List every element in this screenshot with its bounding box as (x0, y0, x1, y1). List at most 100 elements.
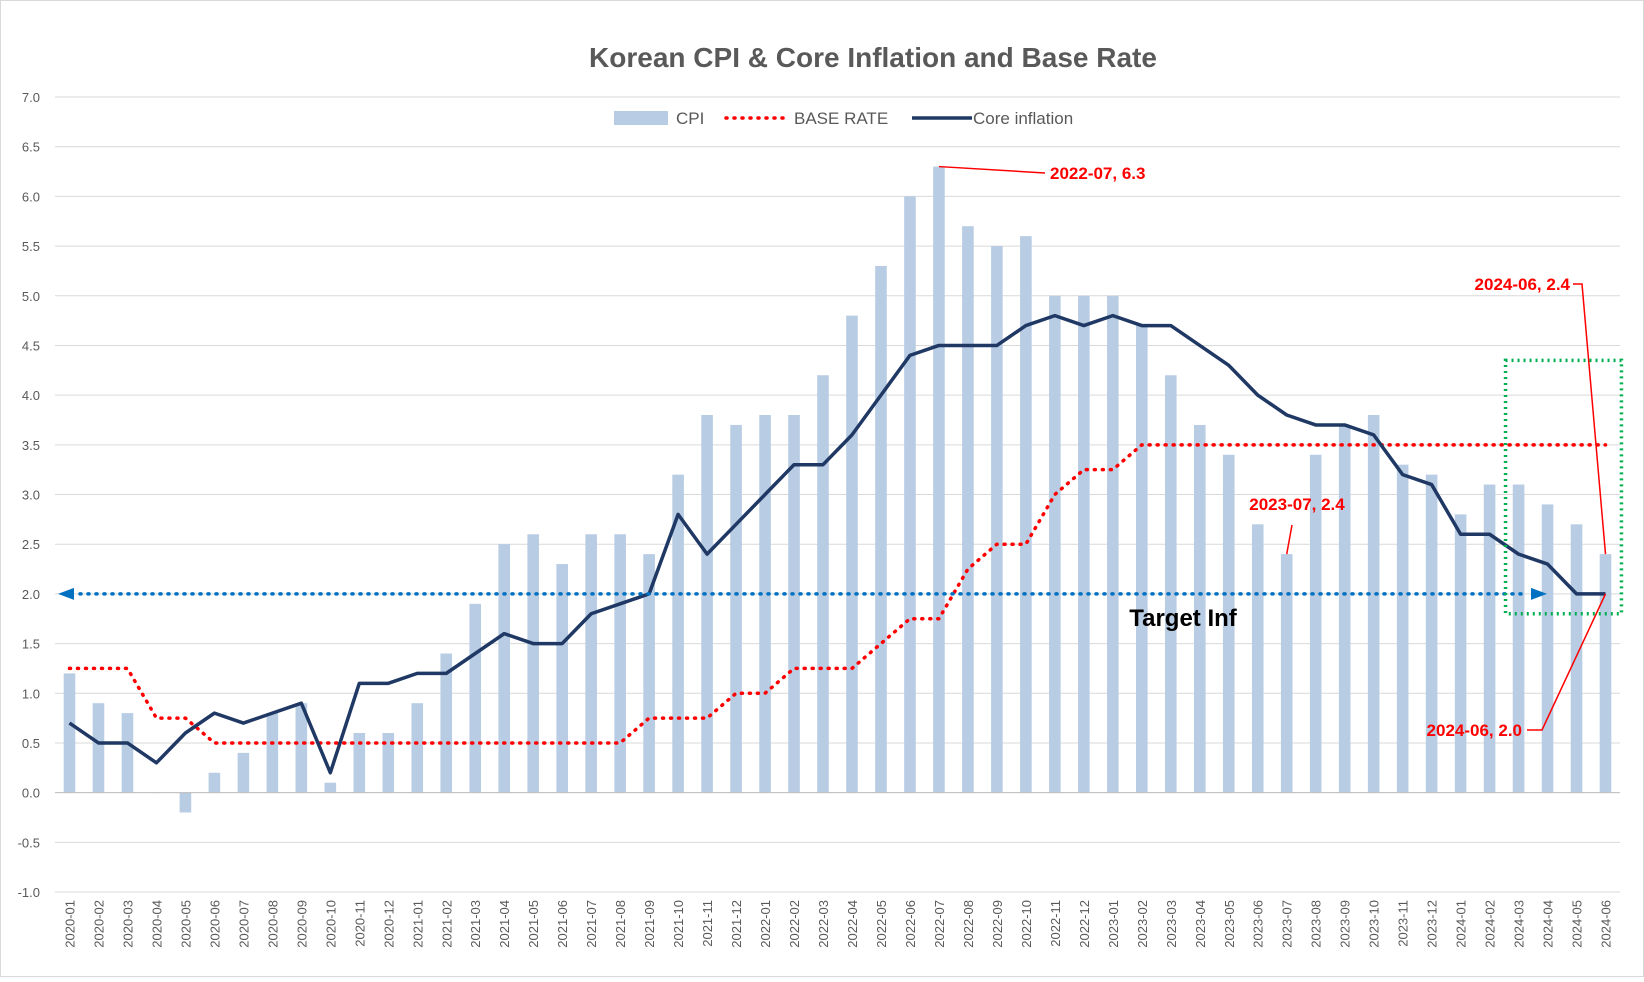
y-tick-label: 4.0 (22, 388, 40, 403)
annotations: 2022-07, 6.3 2023-07, 2.4 2024-06, 2.4 2024… (938, 164, 1624, 740)
cpi-bar (817, 375, 829, 793)
cpi-bar (179, 792, 192, 813)
legend-label: CPI (676, 109, 704, 128)
y-tick-label: 4.5 (22, 338, 40, 353)
x-tick-label: 2022-04 (845, 900, 860, 948)
cpi-bar (527, 534, 539, 793)
y-tick-label: 7.0 (22, 90, 40, 105)
cpi-bar (440, 653, 453, 793)
x-tick-label: 2023-10 (1367, 900, 1382, 948)
cpi-bar (788, 415, 800, 793)
x-tick-label: 2020-04 (149, 900, 164, 948)
x-tick-label: 2021-01 (410, 900, 425, 948)
x-tick-label: 2023-05 (1222, 900, 1237, 948)
cpi-bar (759, 415, 771, 793)
x-tick-label: 2021-02 (439, 900, 454, 948)
x-tick-label: 2024-03 (1512, 900, 1527, 948)
cpi-bar (1136, 325, 1148, 793)
x-tick-label: 2022-12 (1077, 900, 1092, 948)
cpi-bar (1280, 554, 1293, 793)
x-tick-label: 2020-11 (352, 900, 367, 947)
cpi-bar (701, 415, 713, 793)
x-tick-label: 2020-07 (236, 900, 251, 948)
annotation-label: 2023-07, 2.4 (1249, 495, 1345, 514)
cpi-bar (382, 733, 395, 793)
cpi-bar (672, 474, 684, 793)
y-tick-label: 5.5 (22, 239, 40, 254)
x-tick-label: 2022-08 (961, 900, 976, 948)
x-tick-label: 2020-06 (207, 900, 222, 948)
chart-title: Korean CPI & Core Inflation and Base Rat… (589, 42, 1157, 73)
cpi-bar (1541, 504, 1554, 793)
target-label: Target Inf (1129, 605, 1238, 632)
cpi-bar (1512, 484, 1525, 793)
annotation-label: 2024-06, 2.0 (1427, 721, 1522, 740)
y-tick-label: 1.5 (22, 637, 40, 652)
annotation-label: 2024-06, 2.4 (1475, 275, 1571, 294)
cpi-bar (962, 226, 974, 793)
annotation-leader (1573, 283, 1607, 555)
x-tick-label: 2022-07 (932, 900, 947, 948)
x-tick-label: 2022-10 (1019, 900, 1034, 948)
cpi-bar (1222, 454, 1235, 793)
x-tick-label: 2021-04 (497, 900, 512, 948)
y-tick-label: 0.0 (22, 786, 40, 801)
cpi-bar (1454, 514, 1467, 793)
cpi-bar (237, 752, 250, 793)
annotation-label: 2022-07, 6.3 (1050, 164, 1145, 183)
x-tick-label: 2023-08 (1309, 900, 1324, 948)
highlight-box (1503, 358, 1624, 616)
y-tick-label: 2.5 (22, 537, 40, 552)
x-tick-label: 2022-06 (903, 900, 918, 948)
cpi-bar (266, 713, 279, 793)
cpi-bar (1251, 524, 1264, 793)
cpi-bar (933, 166, 945, 793)
x-tick-label: 2023-07 (1280, 900, 1295, 948)
y-tick-label: 3.0 (22, 488, 40, 503)
x-tick-label: 2023-03 (1164, 900, 1179, 948)
y-axis: -1.0 -0.5 0.0 0.5 1.0 1.5 2.0 2.5 3.0 3.5 4.0 4.5 5.… (18, 90, 40, 900)
annotation-leader (1285, 524, 1293, 555)
x-tick-label: 2021-09 (642, 900, 657, 948)
cpi-bar (63, 673, 76, 793)
x-tick-label: 2024-06 (1599, 900, 1614, 948)
x-tick-label: 2023-02 (1135, 900, 1150, 948)
x-tick-label: 2021-07 (584, 900, 599, 948)
cpi-bar (1193, 424, 1206, 793)
cpi-bar (1425, 474, 1438, 793)
x-tick-label: 2022-09 (990, 900, 1005, 948)
x-tick-label: 2020-05 (178, 900, 193, 948)
cpi-bar (1049, 295, 1061, 793)
cpi-bar (643, 554, 655, 793)
target-arrow-right (1531, 587, 1547, 600)
y-tick-label: -0.5 (18, 835, 40, 850)
y-tick-label: 5.0 (22, 289, 40, 304)
x-axis: 2020-01 2020-02 2020-03 2020-04 2020-05 2020-… (55, 792, 1620, 948)
core-inflation-line (68, 313, 1606, 775)
cpi-bar (1078, 295, 1090, 793)
base-rate-line (67, 443, 1608, 745)
x-tick-label: 2022-01 (758, 900, 773, 948)
annotation-leader (938, 165, 1046, 174)
x-tick-label: 2023-09 (1338, 900, 1353, 948)
x-tick-label: 2022-11 (1048, 900, 1063, 947)
x-tick-label: 2024-04 (1541, 900, 1556, 948)
x-tick-label: 2020-09 (294, 900, 309, 948)
legend-label: BASE RATE (794, 109, 888, 128)
cpi-bar (1309, 454, 1322, 793)
cpi-bar (614, 534, 626, 793)
cpi-bar (121, 713, 134, 793)
cpi-bar (1396, 464, 1409, 793)
x-tick-label: 2020-12 (381, 900, 396, 948)
y-tick-label: 2.0 (22, 587, 40, 602)
cpi-bar (324, 782, 337, 793)
cpi-bar (1164, 375, 1177, 793)
y-tick-label: 1.0 (22, 686, 40, 701)
cpi-bar (1367, 415, 1380, 793)
cpi-bar (469, 603, 482, 793)
x-tick-label: 2024-05 (1570, 900, 1585, 948)
x-tick-label: 2023-06 (1251, 900, 1266, 948)
x-tick-label: 2020-02 (91, 900, 106, 948)
